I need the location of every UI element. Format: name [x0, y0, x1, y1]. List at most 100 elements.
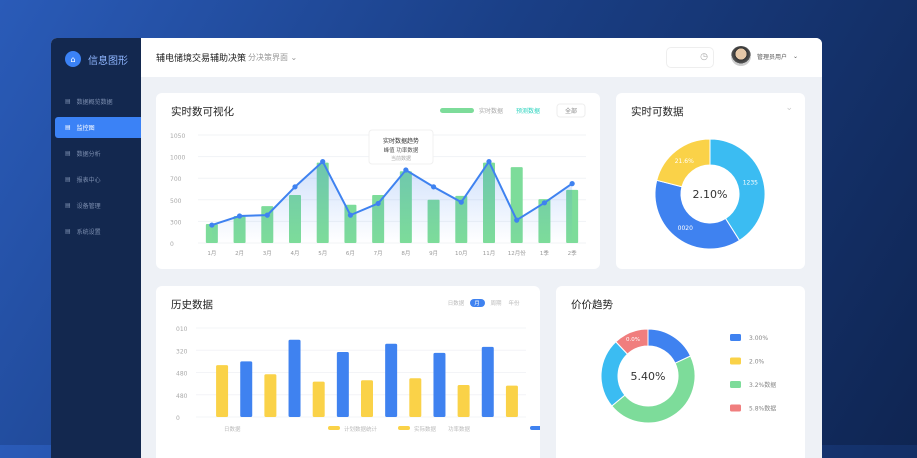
x-tick-label: 12月份	[508, 249, 526, 257]
line-point	[458, 199, 464, 205]
y-tick-label: 480	[176, 393, 188, 400]
x-tick-label: 2月	[235, 250, 244, 257]
card-title: 实时可数据	[631, 106, 684, 118]
y-tick-label: 300	[170, 219, 182, 226]
x-tick-label: 11月	[483, 250, 496, 257]
sidebar-item-label: 系统设置	[76, 229, 101, 236]
line-point	[209, 222, 215, 228]
x-tick-label: 1月	[207, 250, 216, 257]
legend-label: 功率数据	[448, 425, 471, 433]
donut-slice	[654, 179, 741, 250]
legend-label: 5.8%数据	[749, 405, 776, 413]
bar	[433, 352, 446, 417]
y-tick-label: 500	[170, 198, 182, 205]
line-point	[403, 167, 409, 173]
slice-label: 0.0%	[626, 337, 640, 343]
line-point	[430, 184, 437, 190]
view-label: 分决策界面	[248, 53, 289, 62]
series-line	[211, 159, 573, 227]
user-menu[interactable]: 管理员用户 ⌄	[731, 46, 798, 66]
x-tick-label: 6月	[346, 250, 355, 257]
settings-icon: ▤	[65, 228, 71, 235]
tab: 年份	[508, 299, 520, 307]
bar	[481, 346, 494, 417]
sidebar-item[interactable]: ▤ 数据分析	[55, 143, 141, 164]
y-tick-label: 700	[170, 176, 182, 183]
donut-slice	[600, 341, 629, 407]
legend-swatch	[730, 357, 741, 365]
y-tick-label: 0	[176, 415, 180, 422]
sidebar-item-label: 监控图	[76, 125, 95, 132]
donut-center-value: 5.40%	[631, 370, 666, 383]
legend-label: 预测数据	[516, 107, 540, 115]
donut-slice	[656, 138, 711, 188]
legend-swatch	[328, 426, 340, 430]
donut-center-value: 2.10%	[693, 188, 728, 201]
line-point	[236, 213, 243, 219]
device-icon: ▤	[65, 202, 71, 209]
legend-label: 3.00%	[749, 335, 768, 342]
donut-slice	[709, 138, 766, 242]
y-tick-label: 1000	[170, 155, 185, 162]
line-point	[375, 200, 381, 207]
legend-label: 实际数据	[414, 425, 437, 433]
tooltip	[368, 129, 434, 165]
x-tick-label: 2季	[568, 249, 577, 257]
sidebar-item-label: 数据分析	[76, 151, 101, 158]
bar	[264, 374, 277, 417]
view-dropdown[interactable]: 分决策界面 ⌄	[248, 53, 298, 62]
legend-swatch	[730, 404, 741, 412]
bar	[216, 365, 229, 417]
sidebar: ⌂ 信息图形 ▤ 数据概览数据 ▤ 监控图 ▤ 数据分析 ▤ 报表中心 ▤ 设备管理 ▤ 系统设置	[51, 38, 141, 458]
line-point	[541, 200, 548, 206]
legend-label: 3.2%数据	[749, 381, 776, 389]
y-tick-label: 1050	[170, 133, 185, 140]
tab: 月	[474, 300, 480, 307]
line-point	[264, 212, 270, 218]
legend-swatch	[530, 426, 540, 430]
search-input[interactable]: ◷	[666, 47, 714, 68]
clock-icon: ◷	[700, 52, 708, 62]
bar	[288, 339, 301, 417]
line-point	[514, 217, 520, 223]
chevron-down-icon: ⌄	[793, 52, 799, 60]
line-point	[320, 158, 326, 165]
x-tick-label: 9月	[429, 250, 438, 257]
sidebar-item-label: 设备管理	[76, 203, 101, 210]
bar	[336, 352, 349, 417]
card-title: 价价趋势	[571, 299, 613, 311]
x-tick-label: 7月	[374, 250, 383, 257]
tab: 日数据	[448, 299, 465, 307]
home-icon: ⌂	[65, 51, 81, 67]
sidebar-item[interactable]: ▤ 数据概览数据	[55, 91, 141, 112]
bar	[385, 343, 398, 417]
donut-slice	[615, 328, 649, 355]
bar	[361, 380, 373, 417]
legend-swatch	[440, 108, 474, 113]
tooltip-line: 当前数据	[391, 155, 411, 162]
logo-text: 信息图形	[88, 55, 128, 67]
legend-swatch	[730, 334, 741, 341]
x-tick-label: 8月	[401, 250, 410, 257]
filter-button	[556, 103, 586, 118]
sidebar-item[interactable]: ▤ 系统设置	[55, 221, 141, 242]
legend-label: 日数据	[224, 425, 241, 433]
sidebar-item-label: 数据概览数据	[76, 99, 113, 106]
x-tick-label: 1季	[540, 249, 549, 257]
y-tick-label: 320	[176, 348, 188, 355]
expand-icon[interactable]: ⌄	[785, 103, 793, 113]
sidebar-item[interactable]: ▤ 报表中心	[55, 169, 141, 190]
bar	[409, 378, 422, 417]
legend-label: 计划数据统计	[344, 425, 378, 433]
sidebar-item[interactable]: ▤ 监控图	[55, 117, 141, 138]
header: 辅电储境交易辅助决策 分决策界面 ⌄ ◷ 管理员用户 ⌄	[141, 38, 822, 77]
x-tick-label: 4月	[291, 250, 300, 257]
realtime-donut-card: 实时可数据 ⌄ 1235 0020 21.6% 2.10%	[616, 93, 805, 269]
slice-label: 1235	[743, 179, 758, 186]
legend-label: 实时数据	[479, 107, 503, 115]
history-chart-card: 历史数据 0480480320010日数据计划数据统计实际数据功率数据预测数据统…	[156, 286, 540, 458]
y-tick-label: 480	[176, 371, 188, 378]
bar	[457, 384, 470, 417]
legend-swatch	[398, 426, 410, 430]
sidebar-item[interactable]: ▤ 设备管理	[55, 195, 141, 216]
